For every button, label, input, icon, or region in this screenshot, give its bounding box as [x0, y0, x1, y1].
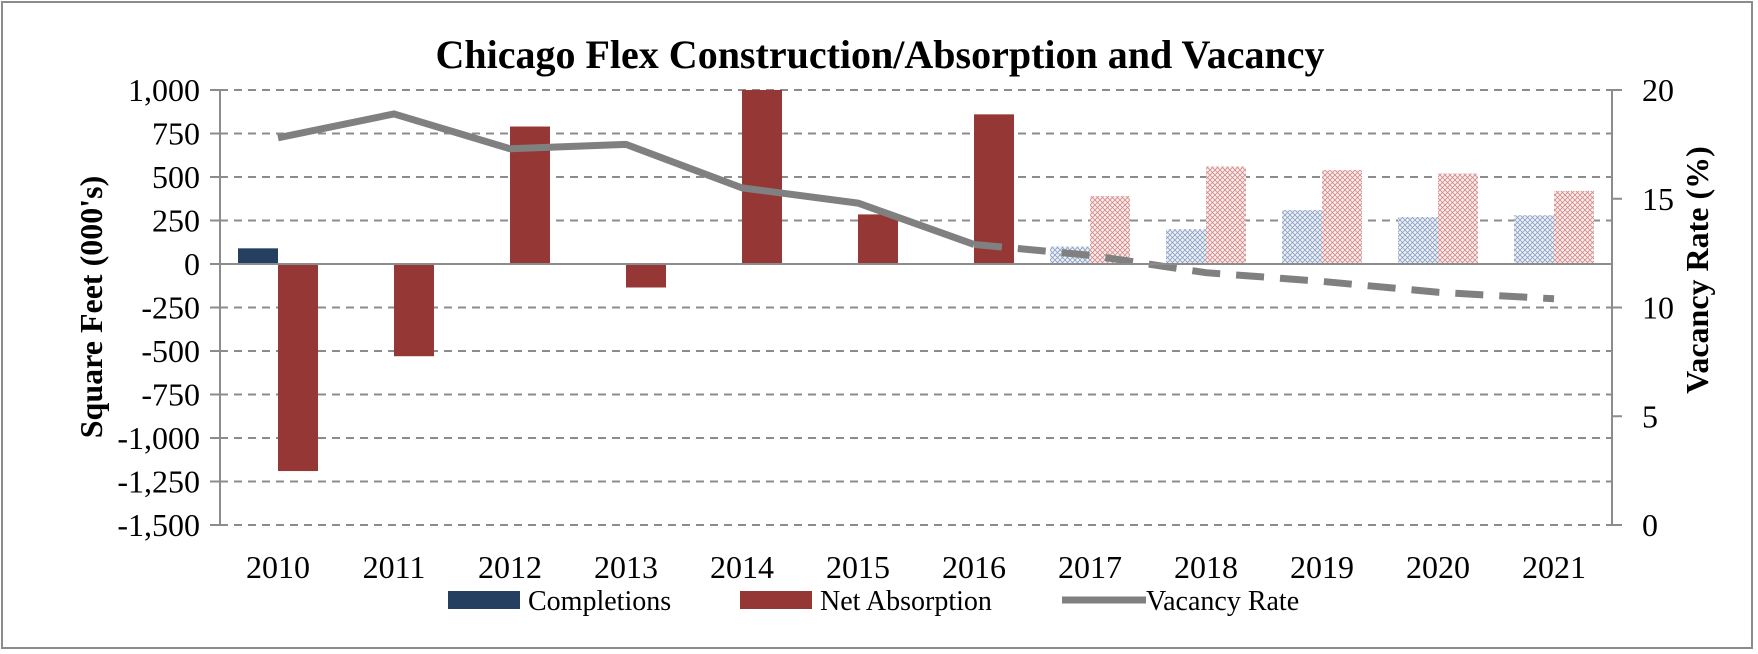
y-tick-label: -750 — [141, 377, 200, 413]
y2-tick-label: 10 — [1642, 290, 1674, 326]
left-axis-ticks: 1,000 750 500 250 0 -250 -500 -750 -1,000 -1,250 -… — [117, 72, 200, 543]
net-absorption-bar — [742, 90, 782, 264]
legend-vacancy-rate-label: Vacancy Rate — [1146, 586, 1299, 617]
y2-axis-label: Vacancy Rate (%) — [1679, 146, 1715, 394]
right-axis-ticks: 20 15 10 5 0 — [1642, 72, 1674, 543]
legend-completions: Completions — [448, 586, 671, 617]
y-tick-label: -1,500 — [117, 507, 200, 543]
net-absorption-bar — [1322, 170, 1362, 264]
net-absorption-bar — [1554, 190, 1594, 264]
net-absorption-bar — [1090, 196, 1130, 264]
x-tick-label: 2011 — [363, 549, 426, 585]
x-tick-label: 2012 — [478, 549, 542, 585]
completions-bar — [1166, 229, 1206, 264]
net-absorption-bar — [278, 264, 318, 472]
completions-bar — [1514, 215, 1554, 264]
legend-completions-label: Completions — [528, 586, 671, 617]
chart-title: Chicago Flex Construction/Absorption and… — [436, 32, 1325, 77]
x-axis-ticks: 2010 2011 2012 2013 2014 2015 2016 2017 2018 2019… — [246, 549, 1586, 585]
y-tick-label: 750 — [152, 116, 200, 152]
bars — [238, 90, 1594, 472]
completions-bar — [238, 248, 278, 264]
x-tick-label: 2021 — [1522, 549, 1586, 585]
legend-net-absorption: Net Absorption — [740, 586, 992, 617]
x-tick-label: 2010 — [246, 549, 310, 585]
y-tick-label: 250 — [152, 203, 200, 239]
axes — [210, 89, 1622, 526]
y-tick-label: 1,000 — [128, 72, 200, 108]
legend-net-absorption-label: Net Absorption — [820, 586, 992, 617]
completions-bar — [1282, 210, 1322, 264]
legend: Completions Net Absorption Vacancy Rate — [448, 586, 1299, 617]
completions-bar — [1398, 217, 1438, 264]
vacancy-line — [277, 110, 1555, 303]
y2-tick-label: 15 — [1642, 181, 1674, 217]
y-tick-label: 500 — [152, 159, 200, 195]
x-tick-label: 2018 — [1174, 549, 1238, 585]
legend-net-absorption-swatch — [740, 591, 812, 609]
x-tick-label: 2014 — [710, 549, 774, 585]
net-absorption-bar — [626, 264, 666, 288]
x-tick-label: 2016 — [942, 549, 1006, 585]
y-tick-label: -500 — [141, 333, 200, 369]
y-tick-label: -1,250 — [117, 464, 200, 500]
x-tick-label: 2013 — [594, 549, 658, 585]
y-axis-label: Square Feet (000's) — [73, 176, 109, 438]
y-tick-label: -1,000 — [117, 420, 200, 456]
x-tick-label: 2017 — [1058, 549, 1122, 585]
net-absorption-bar — [974, 114, 1014, 264]
x-tick-label: 2019 — [1290, 549, 1354, 585]
y-tick-label: -250 — [141, 290, 200, 326]
y2-tick-label: 0 — [1642, 507, 1658, 543]
legend-vacancy-rate: Vacancy Rate — [1062, 586, 1299, 617]
y-tick-label: 0 — [184, 246, 200, 282]
vacancy-line-forecast — [973, 240, 1555, 303]
net-absorption-bar — [394, 264, 434, 357]
net-absorption-bar — [1438, 173, 1478, 264]
x-tick-label: 2015 — [826, 549, 890, 585]
legend-completions-swatch — [448, 591, 520, 609]
net-absorption-bar — [858, 214, 898, 264]
y2-tick-label: 5 — [1642, 398, 1658, 434]
net-absorption-bar — [1206, 166, 1246, 264]
y2-tick-label: 20 — [1642, 72, 1674, 108]
x-tick-label: 2020 — [1406, 549, 1470, 585]
